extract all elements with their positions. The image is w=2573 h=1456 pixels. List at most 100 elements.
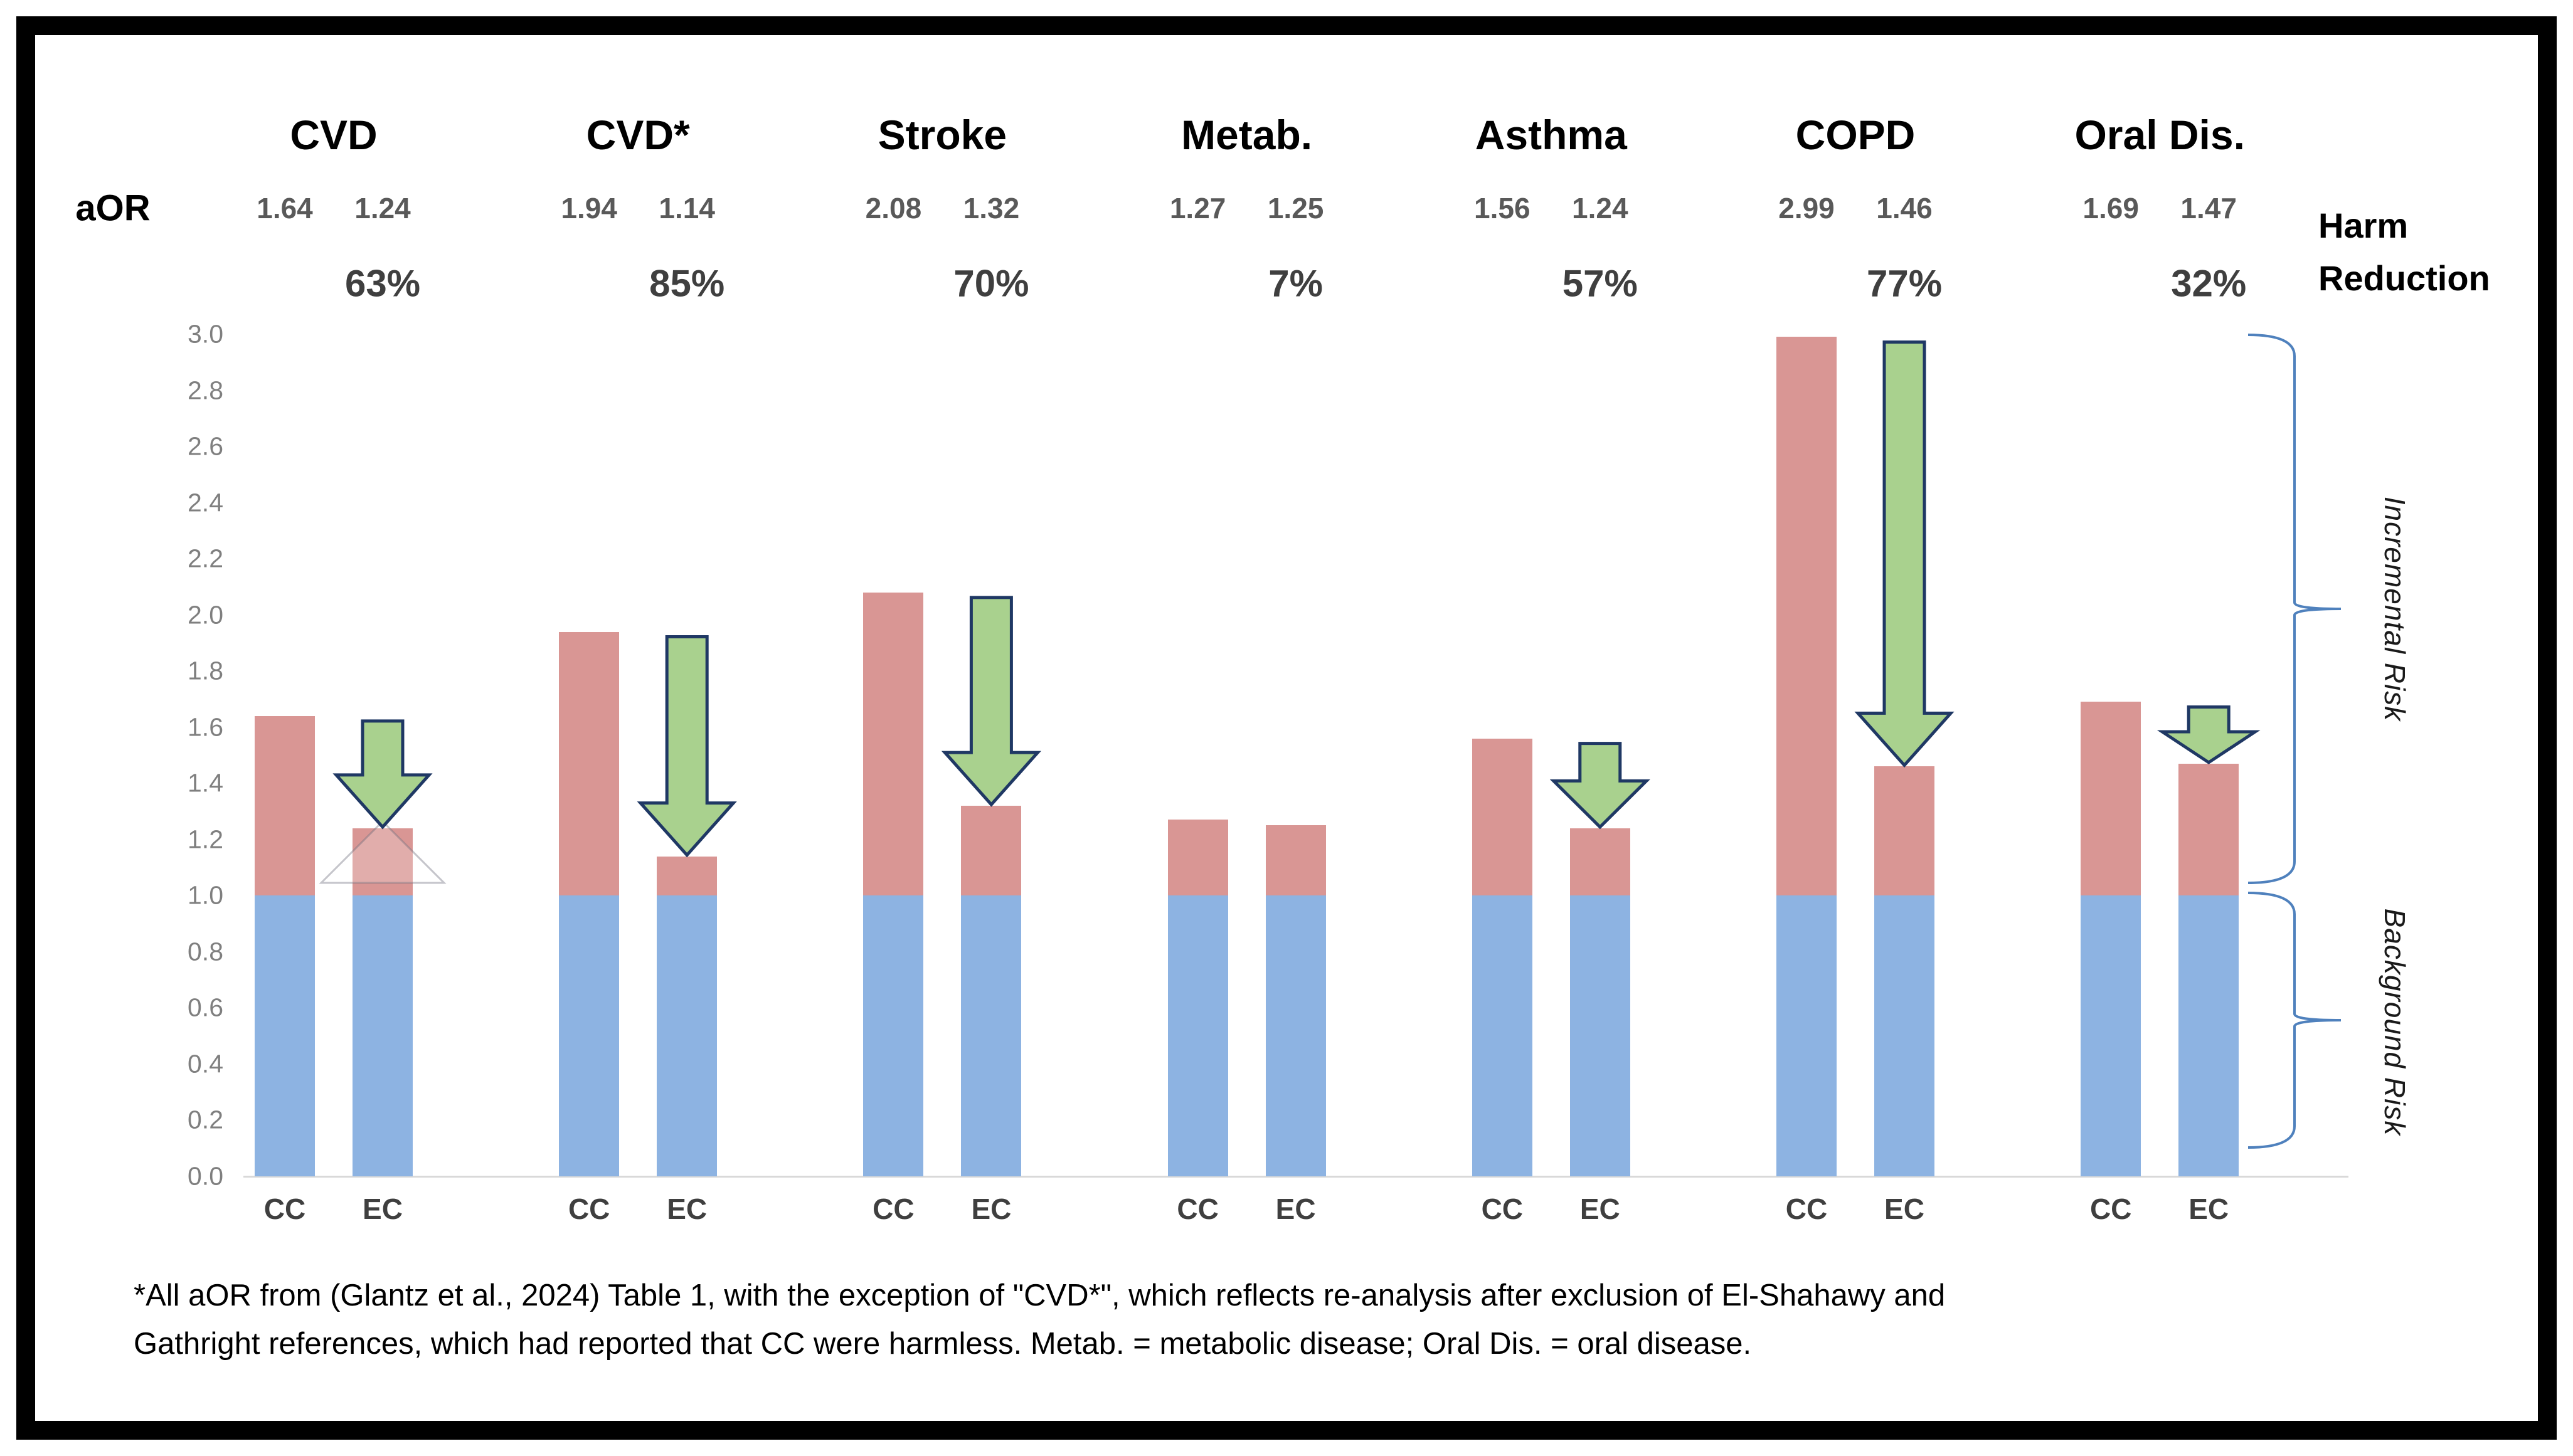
y-tick-label: 3.0	[188, 319, 223, 349]
incremental-risk-bar-segment	[961, 806, 1022, 896]
cc-aor-value: 1.69	[2082, 192, 2139, 224]
cc-aor-value: 1.27	[1169, 192, 1226, 224]
group-header: CVD	[290, 112, 378, 158]
y-tick-label: 1.8	[188, 656, 223, 685]
ec-aor-value: 1.46	[1876, 192, 1933, 224]
harm-reduction-arrow-icon	[941, 596, 1041, 807]
cc-bar-label: CC	[2089, 1193, 2132, 1225]
cc-aor-value: 2.08	[865, 192, 922, 224]
harm-reduction-percent: 63%	[344, 262, 421, 305]
y-tick-label: 0.6	[188, 993, 223, 1022]
aor-row-label: aOR	[75, 187, 151, 229]
harm-reduction-percent: 77%	[1866, 262, 1943, 305]
incremental-risk-label: Incremental Risk	[2379, 496, 2411, 722]
harm-reduction-line-2: Reduction	[2318, 258, 2490, 298]
ghost-arrowhead-artifact	[319, 820, 447, 884]
ec-bar-label: EC	[1579, 1193, 1620, 1225]
x-axis-line	[243, 1176, 2348, 1178]
background-risk-bar-segment	[1472, 895, 1532, 1176]
y-tick-label: 0.0	[188, 1161, 223, 1191]
ec-aor-value: 1.24	[1572, 192, 1628, 224]
group-header: COPD	[1795, 112, 1916, 158]
y-tick-label: 1.6	[188, 712, 223, 742]
y-tick-label: 0.8	[188, 937, 223, 966]
harm-reduction-arrow-icon	[332, 719, 433, 830]
cc-bar-label: CC	[263, 1193, 306, 1225]
y-tick-label: 0.2	[188, 1105, 223, 1134]
ec-aor-value: 1.32	[963, 192, 1020, 224]
background-risk-bar-segment	[657, 895, 718, 1176]
ec-aor-value: 1.24	[354, 192, 411, 224]
y-tick-label: 0.4	[188, 1049, 223, 1079]
group-header: Oral Dis.	[2074, 112, 2245, 158]
cc-bar-label: CC	[1481, 1193, 1524, 1225]
incremental-risk-bar-segment	[2081, 702, 2141, 896]
cc-aor-value: 1.64	[257, 192, 313, 224]
background-risk-bar-segment	[2081, 895, 2141, 1176]
y-tick-label: 2.8	[188, 376, 223, 405]
cc-bar-label: CC	[568, 1193, 610, 1225]
harm-reduction-percent: 85%	[649, 262, 725, 305]
group-header: Asthma	[1475, 112, 1627, 158]
background-risk-bar-segment	[1265, 895, 1326, 1176]
incremental-risk-bar-segment	[2178, 763, 2239, 896]
y-tick-label: 1.0	[188, 880, 223, 910]
background-risk-label: Background Risk	[2379, 908, 2411, 1136]
ec-bar-label: EC	[2188, 1193, 2229, 1225]
group-header: CVD*	[586, 112, 690, 158]
incremental-risk-bar-segment	[1569, 828, 1630, 896]
background-risk-bar-segment	[1167, 895, 1228, 1176]
background-risk-bar-segment	[255, 895, 315, 1176]
group-header: Metab.	[1181, 112, 1313, 158]
harm-reduction-arrow-icon	[1854, 340, 1955, 768]
ec-bar-label: EC	[1275, 1193, 1316, 1225]
cc-aor-value: 1.56	[1474, 192, 1531, 224]
y-tick-label: 1.2	[188, 825, 223, 854]
incremental-risk-bar-segment	[1167, 820, 1228, 896]
harm-reduction-arrow-icon	[637, 635, 737, 858]
harm-reduction-percent: 32%	[2171, 262, 2247, 305]
background-risk-brace	[2247, 892, 2342, 1149]
background-risk-bar-segment	[961, 895, 1022, 1176]
incremental-risk-bar-segment	[1776, 337, 1837, 896]
cc-bar-label: CC	[873, 1193, 915, 1225]
ec-aor-value: 1.47	[2180, 192, 2237, 224]
background-risk-bar-segment	[1874, 895, 1934, 1176]
incremental-risk-bar-segment	[657, 856, 718, 896]
footnote-line-2: Gathright references, which had reported…	[134, 1327, 1752, 1361]
ec-aor-value: 1.14	[659, 192, 715, 224]
ec-bar-label: EC	[667, 1193, 708, 1225]
background-risk-bar-segment	[863, 895, 924, 1176]
incremental-risk-bar-segment	[1265, 825, 1326, 896]
incremental-risk-bar-segment	[353, 828, 413, 896]
incremental-risk-brace	[2247, 334, 2342, 884]
background-risk-bar-segment	[1776, 895, 1837, 1176]
y-tick-label: 1.4	[188, 768, 223, 798]
background-risk-bar-segment	[2178, 895, 2239, 1176]
harm-reduction-line-1: Harm	[2318, 206, 2409, 245]
footnote-line-1: *All aOR from (Glantz et al., 2024) Tabl…	[134, 1279, 1946, 1312]
y-tick-label: 2.4	[188, 488, 223, 517]
y-tick-label: 2.2	[188, 544, 223, 573]
ec-bar-label: EC	[363, 1193, 403, 1225]
footnote: *All aOR from (Glantz et al., 2024) Tabl…	[134, 1272, 1945, 1368]
ec-bar-label: EC	[1884, 1193, 1924, 1225]
cc-bar-label: CC	[1177, 1193, 1219, 1225]
harm-reduction-percent: 70%	[953, 262, 1029, 305]
harm-reduction-arrow-icon	[2157, 705, 2261, 764]
incremental-risk-bar-segment	[559, 631, 620, 896]
harm-reduction-label: Harm Reduction	[2318, 199, 2490, 305]
y-tick-label: 2.0	[188, 600, 223, 630]
group-header: Stroke	[878, 112, 1007, 158]
incremental-risk-bar-segment	[1472, 738, 1532, 896]
harm-reduction-percent: 57%	[1562, 262, 1638, 305]
cc-aor-value: 2.99	[1778, 192, 1835, 224]
incremental-risk-bar-segment	[863, 592, 924, 896]
background-risk-bar-segment	[353, 895, 413, 1176]
cc-aor-value: 1.94	[561, 192, 617, 224]
background-risk-bar-segment	[559, 895, 620, 1176]
ec-bar-label: EC	[971, 1193, 1012, 1225]
incremental-risk-bar-segment	[1874, 766, 1934, 896]
background-risk-bar-segment	[1569, 895, 1630, 1176]
